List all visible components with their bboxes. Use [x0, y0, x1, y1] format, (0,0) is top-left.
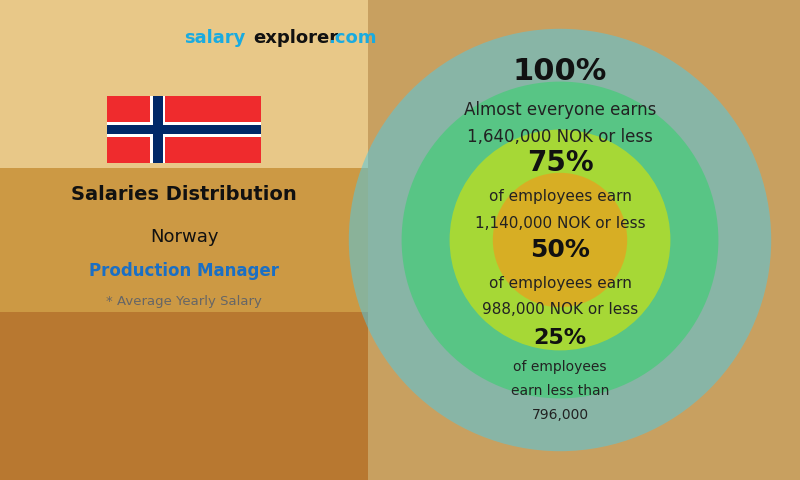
- Bar: [106, 125, 262, 134]
- Text: 75%: 75%: [526, 149, 594, 177]
- Bar: [153, 96, 162, 163]
- Text: salary: salary: [184, 29, 246, 47]
- Text: 1,640,000 NOK or less: 1,640,000 NOK or less: [467, 128, 653, 146]
- Bar: [0, 0, 368, 168]
- Text: 796,000: 796,000: [531, 408, 589, 422]
- Bar: [106, 122, 262, 137]
- Bar: [106, 96, 262, 163]
- Circle shape: [450, 130, 670, 350]
- Text: of employees: of employees: [514, 360, 606, 374]
- Text: Production Manager: Production Manager: [89, 262, 279, 279]
- Text: 100%: 100%: [513, 58, 607, 86]
- Circle shape: [493, 173, 627, 307]
- Text: .com: .com: [328, 29, 377, 47]
- Text: Norway: Norway: [150, 228, 218, 246]
- Bar: [150, 96, 166, 163]
- Text: Salaries Distribution: Salaries Distribution: [71, 185, 297, 204]
- Text: Almost everyone earns: Almost everyone earns: [464, 101, 656, 120]
- Text: 988,000 NOK or less: 988,000 NOK or less: [482, 302, 638, 317]
- Text: of employees earn: of employees earn: [489, 189, 631, 204]
- Circle shape: [349, 29, 771, 451]
- Text: 50%: 50%: [530, 238, 590, 262]
- Text: of employees earn: of employees earn: [489, 276, 631, 291]
- Text: earn less than: earn less than: [511, 384, 609, 398]
- Text: 25%: 25%: [534, 328, 586, 348]
- Bar: [0, 312, 368, 480]
- Circle shape: [402, 82, 718, 398]
- Text: * Average Yearly Salary: * Average Yearly Salary: [106, 295, 262, 308]
- Text: explorer: explorer: [253, 29, 338, 47]
- Bar: [0, 168, 368, 312]
- Text: 1,140,000 NOK or less: 1,140,000 NOK or less: [474, 216, 646, 231]
